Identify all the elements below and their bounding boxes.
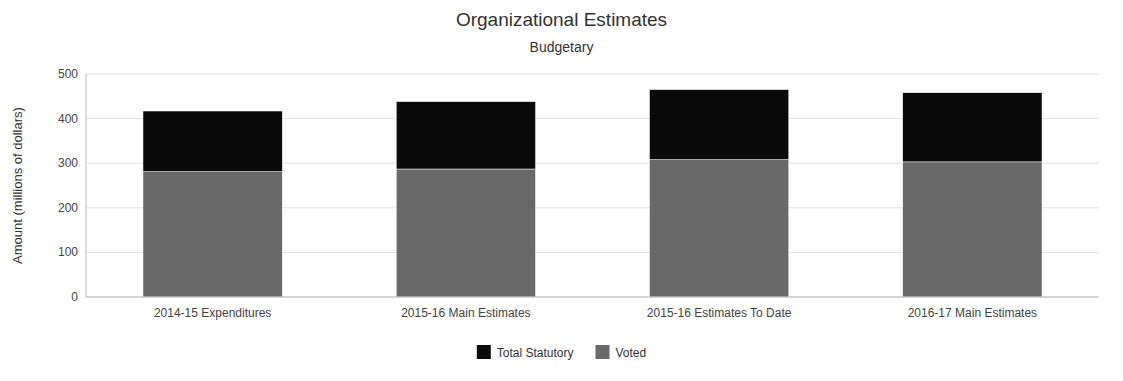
y-tick-label: 200 (58, 201, 78, 215)
y-tick-label: 0 (71, 290, 78, 304)
x-tick-label: 2016-17 Main Estimates (908, 306, 1037, 320)
x-axis: 2014-15 Expenditures 2015-16 Main Estimat… (154, 306, 1037, 320)
bar-segment (396, 169, 535, 297)
legend-label: Total Statutory (497, 346, 574, 360)
page: {"chart_data": {"type": "bar", "stacked"… (0, 0, 1123, 381)
x-tick-label: 2014-15 Expenditures (154, 306, 271, 320)
bar-segment (143, 111, 282, 172)
bar-segment (649, 160, 788, 297)
bar-segment (649, 90, 788, 160)
y-tick-label: 100 (58, 245, 78, 259)
grid-line (86, 74, 1099, 75)
plot-area (86, 74, 1099, 297)
y-axis: 0 100 200 300 400 500 (58, 67, 86, 304)
y-tick-label: 500 (58, 67, 78, 81)
x-tick-label: 2015-16 Main Estimates (401, 306, 530, 320)
legend-label: Voted (616, 346, 647, 360)
y-axis-line (86, 74, 87, 297)
legend-item: Voted (596, 345, 647, 360)
grid-line (86, 297, 1099, 298)
grid (86, 74, 1099, 297)
legend-item: Total Statutory (477, 345, 574, 360)
bar-segment (396, 102, 535, 169)
y-axis-label: Amount (millions of dollars) (10, 107, 25, 264)
bar-segment (903, 162, 1042, 297)
chart-container: Organizational Estimates Budgetary 0 100 200… (0, 0, 1123, 381)
bars (143, 90, 1042, 297)
x-tick-label: 2015-16 Estimates To Date (647, 306, 792, 320)
y-tick-label: 400 (58, 112, 78, 126)
legend: Total Statutory Voted (477, 345, 646, 360)
bar-segment (143, 172, 282, 297)
subtitle: Budgetary (530, 39, 594, 55)
title: Organizational Estimates (456, 9, 667, 30)
legend-swatch (596, 345, 610, 359)
x-axis-line (86, 297, 1099, 298)
bar-segment (903, 93, 1042, 162)
y-tick-label: 300 (58, 156, 78, 170)
chart-svg: Organizational Estimates Budgetary 0 100 200… (0, 0, 1123, 381)
legend-swatch (477, 345, 491, 359)
